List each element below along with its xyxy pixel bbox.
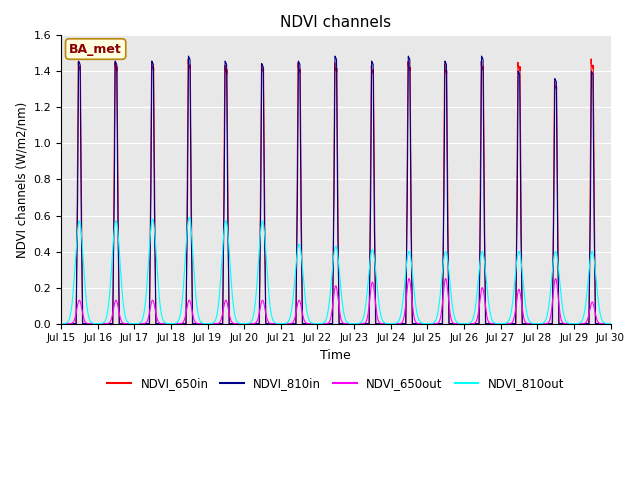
Y-axis label: NDVI channels (W/m2/nm): NDVI channels (W/m2/nm) (15, 101, 28, 258)
Legend: NDVI_650in, NDVI_810in, NDVI_650out, NDVI_810out: NDVI_650in, NDVI_810in, NDVI_650out, NDV… (103, 373, 569, 395)
X-axis label: Time: Time (321, 349, 351, 362)
Text: BA_met: BA_met (69, 43, 122, 56)
Title: NDVI channels: NDVI channels (280, 15, 391, 30)
